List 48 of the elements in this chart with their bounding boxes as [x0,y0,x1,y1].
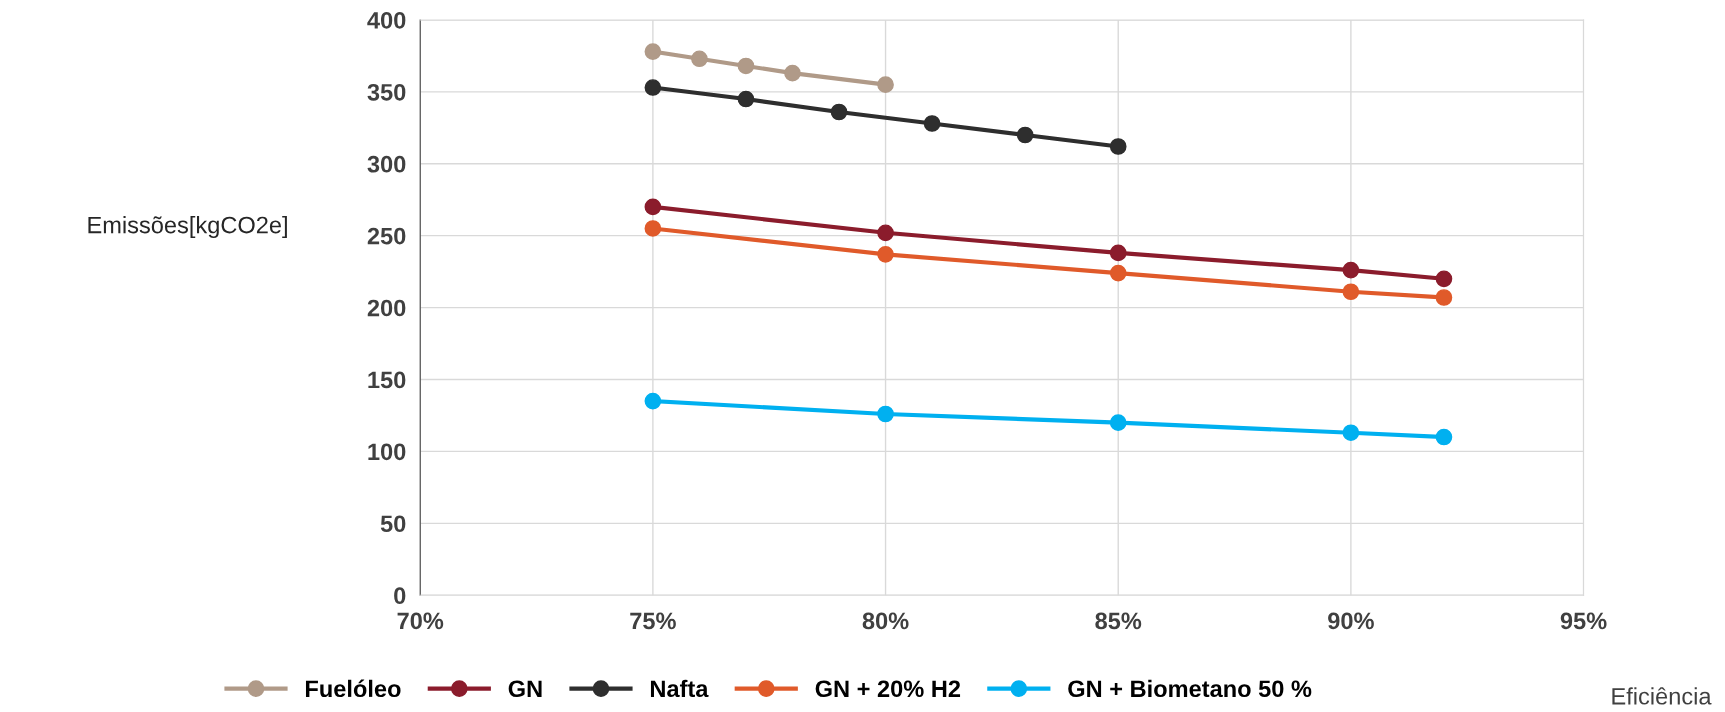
y-tick-label: 350 [367,83,406,101]
point [644,220,662,237]
point [1342,283,1360,301]
point [691,50,708,68]
point [1435,428,1453,446]
point [644,79,662,96]
point [644,198,662,216]
y-tick-label: 0 [394,587,406,605]
point [737,90,755,108]
x-tick-label: 75% [630,612,676,630]
point [877,76,894,93]
y-tick-label: 150 [368,371,406,389]
y-axis-title: Emissões[kgCO2e] [88,216,287,239]
x-tick-label: 95% [1560,612,1607,630]
x-tick-label: 90% [1328,612,1374,630]
point [877,224,894,242]
point [1435,270,1453,288]
point [784,64,801,82]
point [1342,424,1360,442]
point [830,103,848,121]
x-tick-label: 85% [1095,612,1142,630]
x-tick-label: 80% [862,612,909,630]
y-tick-label: 400 [367,12,406,29]
legend-label: GN [508,680,542,698]
y-tick-label: 50 [380,515,406,533]
point [1435,289,1453,306]
legend-label: Nafta [650,679,709,698]
point [923,115,941,132]
point [644,43,662,60]
point [1109,414,1127,431]
legend-label: Fuelóleo [305,679,401,698]
point [1109,138,1127,155]
point [737,57,755,75]
y-tick-label: 300 [367,155,406,173]
point [877,246,894,263]
point [1109,264,1127,282]
y-tick-label: 200 [367,299,406,317]
point [1016,126,1034,144]
point [644,392,662,410]
x-axis-title: Eficiência [1612,687,1712,705]
point [877,405,894,423]
point [1342,261,1360,279]
y-tick-label: 250 [367,227,406,245]
y-tick-label: 100 [368,443,406,461]
legend-label: GN + 20% H2 [815,680,961,698]
x-tick-label: 70% [397,612,444,630]
point [1109,244,1127,262]
legend-label: GN + Biometano 50 % [1068,679,1312,698]
